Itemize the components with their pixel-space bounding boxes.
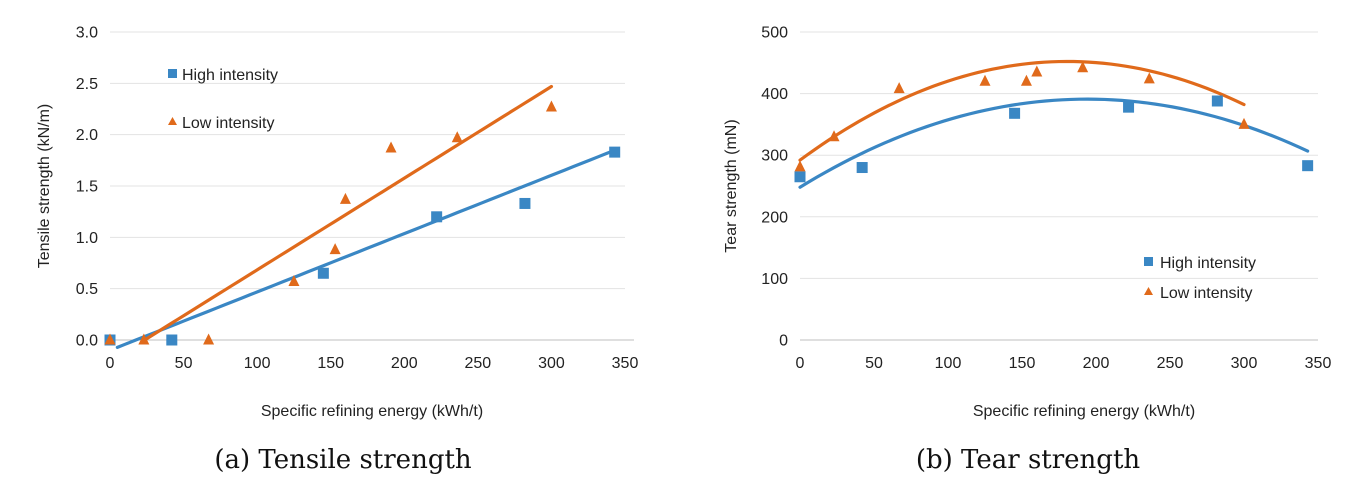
tensile-y-axis-label: Tensile strength (kN/m) bbox=[36, 104, 53, 269]
tensile-point-low bbox=[339, 192, 351, 204]
tensile-x-tick-label: 0 bbox=[106, 355, 115, 372]
tensile-x-tick-label: 50 bbox=[175, 355, 193, 372]
tear-x-tick-label: 150 bbox=[1009, 355, 1036, 372]
tear-y-tick-label: 500 bbox=[761, 25, 788, 42]
tensile-point-high bbox=[609, 146, 621, 158]
tensile-y-tick-label: 1.0 bbox=[76, 230, 98, 247]
tear-x-tick-label: 0 bbox=[796, 355, 805, 372]
tensile-legend-square-marker bbox=[168, 69, 177, 78]
tear-caption: (b) Tear strength bbox=[916, 445, 1141, 475]
tensile-x-ticks: 0 50 100 150 200 250 300 350 bbox=[106, 355, 639, 372]
tear-x-ticks: 0 50 100 150 200 250 300 350 bbox=[796, 355, 1332, 372]
tear-points bbox=[794, 61, 1314, 183]
tear-y-tick-label: 300 bbox=[761, 148, 788, 165]
tear-trendline-low bbox=[798, 59, 1246, 162]
tensile-x-tick-label: 150 bbox=[317, 355, 344, 372]
tensile-x-tick-label: 350 bbox=[612, 355, 639, 372]
tensile-point-high bbox=[519, 197, 531, 209]
tensile-point-high bbox=[431, 211, 443, 223]
tear-y-axis-label: Tear strength (mN) bbox=[723, 119, 740, 252]
tear-point-low bbox=[1020, 74, 1032, 86]
tear-point-low bbox=[893, 82, 905, 94]
tear-legend-triangle-marker bbox=[1144, 287, 1153, 295]
tensile-legend-high-label: High intensity bbox=[182, 67, 278, 84]
tensile-y-tick-label: 0.5 bbox=[76, 281, 98, 298]
tear-point-high bbox=[794, 171, 806, 183]
tensile-point-low bbox=[329, 243, 341, 255]
tensile-chart: 0.0 0.5 1.0 1.5 2.0 2.5 3.0 0 50 100 150 200 250 300… bbox=[36, 25, 638, 476]
tear-point-low bbox=[1238, 117, 1250, 129]
tensile-point-high bbox=[166, 334, 178, 346]
tensile-point-low bbox=[138, 333, 150, 345]
tear-y-tick-label: 400 bbox=[761, 86, 788, 103]
tear-point-low bbox=[1143, 72, 1155, 84]
tear-legend-square-marker bbox=[1144, 257, 1153, 266]
tear-x-tick-label: 100 bbox=[935, 355, 962, 372]
tear-y-tick-label: 0 bbox=[779, 333, 788, 350]
tear-point-high bbox=[1009, 107, 1021, 119]
tear-trendline-high bbox=[798, 97, 1310, 189]
tear-x-tick-label: 250 bbox=[1157, 355, 1184, 372]
tear-point-low bbox=[828, 130, 840, 142]
tensile-x-tick-label: 250 bbox=[465, 355, 492, 372]
tensile-point-low bbox=[545, 100, 557, 112]
tensile-trendlines bbox=[115, 84, 617, 349]
tensile-trendline-low bbox=[142, 84, 554, 343]
tensile-x-axis-label: Specific refining energy (kWh/t) bbox=[261, 403, 483, 420]
tensile-legend-low-label: Low intensity bbox=[182, 115, 275, 132]
tensile-y-tick-label: 3.0 bbox=[76, 25, 98, 42]
tensile-y-tick-label: 2.0 bbox=[76, 127, 98, 144]
tear-point-high bbox=[1302, 160, 1314, 172]
tensile-y-ticks: 0.0 0.5 1.0 1.5 2.0 2.5 3.0 bbox=[76, 25, 98, 350]
tensile-caption: (a) Tensile strength bbox=[214, 445, 472, 475]
tear-legend-low-label: Low intensity bbox=[1160, 285, 1253, 302]
tear-point-low bbox=[794, 160, 806, 172]
tensile-trendline-high bbox=[115, 148, 617, 349]
tear-x-axis-label: Specific refining energy (kWh/t) bbox=[973, 403, 1195, 420]
tear-x-tick-label: 300 bbox=[1231, 355, 1258, 372]
tensile-legend-triangle-marker bbox=[168, 117, 177, 125]
tensile-y-tick-label: 2.5 bbox=[76, 76, 98, 93]
tensile-point-low bbox=[451, 131, 463, 143]
tensile-point-low bbox=[203, 333, 215, 345]
tear-point-high bbox=[856, 162, 868, 174]
tensile-x-tick-label: 200 bbox=[391, 355, 418, 372]
tensile-point-low bbox=[288, 274, 300, 286]
tear-point-low bbox=[1031, 65, 1043, 77]
tensile-points bbox=[104, 100, 621, 346]
tensile-point-low bbox=[385, 141, 397, 153]
tensile-legend: High intensity Low intensity bbox=[168, 67, 278, 132]
tensile-point-low bbox=[104, 333, 116, 345]
tear-point-low bbox=[979, 74, 991, 86]
tear-legend: High intensity Low intensity bbox=[1144, 255, 1256, 302]
tensile-point-high bbox=[317, 267, 329, 279]
tear-y-tick-label: 200 bbox=[761, 209, 788, 226]
tear-point-high bbox=[1123, 101, 1135, 113]
tear-point-high bbox=[1211, 95, 1223, 107]
tensile-gridlines bbox=[110, 31, 625, 290]
tear-chart: 0 100 200 300 400 500 0 50 100 150 200 250 300 350 S… bbox=[723, 25, 1331, 476]
tear-point-low bbox=[1077, 61, 1089, 73]
tear-legend-high-label: High intensity bbox=[1160, 255, 1256, 272]
tensile-y-tick-label: 0.0 bbox=[76, 333, 98, 350]
tensile-y-tick-label: 1.5 bbox=[76, 179, 98, 196]
tensile-x-tick-label: 100 bbox=[244, 355, 271, 372]
tear-y-tick-label: 100 bbox=[761, 271, 788, 288]
tear-x-tick-label: 350 bbox=[1305, 355, 1332, 372]
tear-gridlines bbox=[800, 31, 1318, 279]
tear-x-tick-label: 200 bbox=[1083, 355, 1110, 372]
tear-trendlines bbox=[798, 59, 1310, 189]
tear-x-tick-label: 50 bbox=[865, 355, 883, 372]
tensile-x-tick-label: 300 bbox=[538, 355, 565, 372]
tear-y-ticks: 0 100 200 300 400 500 bbox=[761, 25, 788, 350]
